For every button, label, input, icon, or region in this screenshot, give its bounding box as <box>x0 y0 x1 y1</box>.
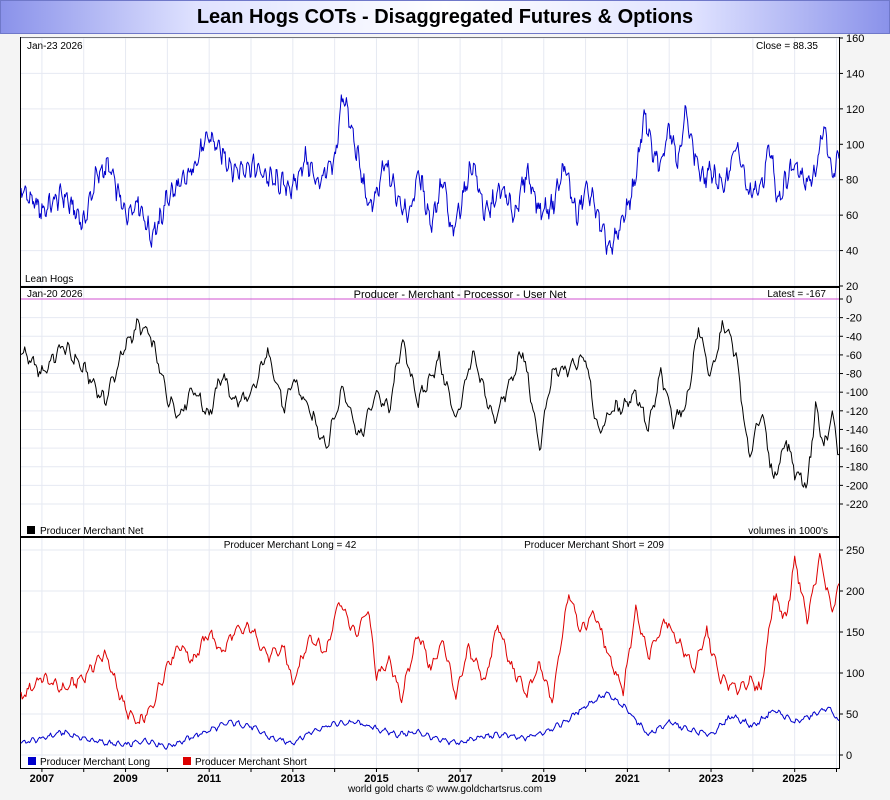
series-layer <box>20 94 840 750</box>
footer-credit: world gold charts © www.goldchartsrus.co… <box>347 784 543 795</box>
page-title: Lean Hogs COTs - Disaggregated Futures &… <box>196 6 694 28</box>
y-tick-label: -100 <box>846 387 868 399</box>
x-tick-label: 2025 <box>782 773 806 785</box>
x-tick-label: 2013 <box>281 773 305 785</box>
x-tick-label: 2021 <box>615 773 639 785</box>
y-tick-label: 150 <box>846 627 864 639</box>
y-tick-label: 160 <box>846 33 864 45</box>
net-chart-title: Producer - Merchant - Processor - User N… <box>354 289 567 301</box>
y-tick-label: 0 <box>846 750 852 762</box>
chart-title-bar: Lean Hogs COTs - Disaggregated Futures &… <box>0 0 890 34</box>
x-tick-label: 2017 <box>448 773 472 785</box>
y-tick-label: 100 <box>846 139 864 151</box>
price-series-line <box>20 94 840 255</box>
y-tick-label: 120 <box>846 104 864 116</box>
x-tick-label: 2019 <box>532 773 556 785</box>
y-tick-label: 200 <box>846 586 864 598</box>
y-tick-label: 140 <box>846 68 864 80</box>
price-close-label: Close = 88.35 <box>756 41 818 52</box>
y-tick-label: -220 <box>846 499 868 511</box>
long-title-label: Producer Merchant Long = 42 <box>224 540 357 551</box>
x-tick-label: 2011 <box>197 773 221 785</box>
x-tick-label: 2009 <box>113 773 137 785</box>
y-tick-label: 80 <box>846 175 858 187</box>
plot-frame <box>20 37 840 769</box>
y-tick-label: 20 <box>846 281 858 293</box>
y-tick-label: -80 <box>846 369 862 381</box>
y-tick-label: -20 <box>846 313 862 325</box>
long-legend-label: Producer Merchant Long <box>40 757 150 768</box>
y-tick-label: 0 <box>846 294 852 306</box>
y-tick-label: -180 <box>846 462 868 474</box>
price-date-label: Jan-23 2026 <box>27 41 83 52</box>
units-note: volumes in 1000's <box>748 526 828 537</box>
short-legend-swatch <box>183 757 191 765</box>
x-tick-label: 2023 <box>699 773 723 785</box>
y-tick-label: 100 <box>846 668 864 680</box>
x-tick-label: 2007 <box>30 773 54 785</box>
net-date-label: Jan-20 2026 <box>27 289 83 300</box>
price-series-label: Lean Hogs <box>25 274 73 285</box>
y-tick-label: -200 <box>846 480 868 492</box>
short-title-label: Producer Merchant Short = 209 <box>524 540 664 551</box>
y-tick-label: -120 <box>846 406 868 418</box>
net-series-line <box>20 318 839 489</box>
net-legend-label: Producer Merchant Net <box>40 526 144 537</box>
short-legend-label: Producer Merchant Short <box>195 757 307 768</box>
net-legend-swatch <box>27 526 35 534</box>
tick-layer: 160140120100806040200-20-40-60-80-100-12… <box>30 33 868 785</box>
y-tick-label: -160 <box>846 443 868 455</box>
y-tick-label: -140 <box>846 424 868 436</box>
y-tick-label: 40 <box>846 246 858 258</box>
long-series-line <box>20 691 840 750</box>
y-tick-label: 60 <box>846 210 858 222</box>
long-legend-swatch <box>28 757 36 765</box>
y-tick-label: -40 <box>846 331 862 343</box>
y-tick-label: 50 <box>846 709 858 721</box>
net-latest-label: Latest = -167 <box>767 289 826 300</box>
short-series-line <box>20 553 840 725</box>
y-tick-label: -60 <box>846 350 862 362</box>
y-tick-label: 250 <box>846 545 864 557</box>
x-tick-label: 2015 <box>364 773 388 785</box>
